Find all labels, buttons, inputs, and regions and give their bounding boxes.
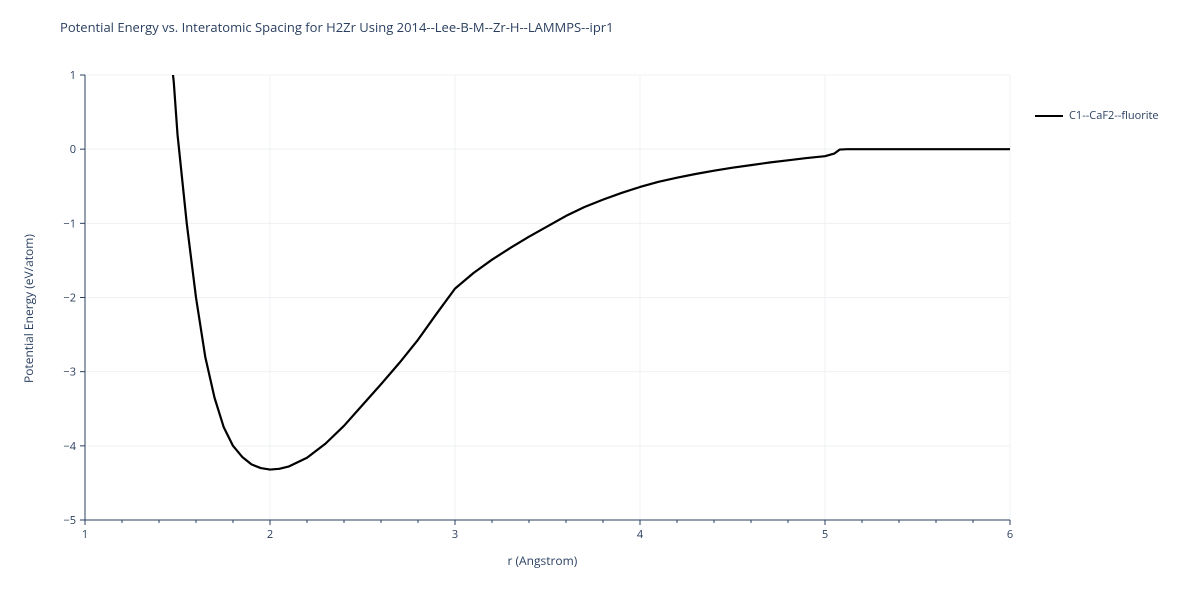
svg-text:−5: −5 (63, 513, 76, 528)
svg-text:−2: −2 (63, 291, 76, 306)
legend-entry: C1--CaF2--fluorite (1035, 108, 1159, 123)
svg-text:5: 5 (822, 527, 828, 542)
svg-text:3: 3 (452, 527, 458, 542)
legend-label: C1--CaF2--fluorite (1069, 108, 1159, 123)
plot-svg: 1 2 3 4 5 6 −5 −4 −3 −2 −1 0 1 (0, 0, 1200, 600)
chart-title: Potential Energy vs. Interatomic Spacing… (60, 18, 614, 36)
y-axis-label: Potential Energy (eV/atom) (20, 234, 37, 383)
x-axis-label: r (Angstrom) (508, 552, 578, 569)
svg-text:−4: −4 (63, 439, 76, 454)
svg-text:2: 2 (267, 527, 273, 542)
svg-text:0: 0 (70, 142, 76, 157)
svg-text:4: 4 (637, 527, 644, 542)
svg-text:1: 1 (82, 527, 88, 542)
chart-container: { "chart": { "type": "line", "title": "P… (0, 0, 1200, 600)
svg-text:6: 6 (1007, 527, 1013, 542)
legend-line-icon (1035, 115, 1063, 117)
svg-text:−3: −3 (63, 365, 76, 380)
svg-text:1: 1 (70, 68, 76, 83)
svg-text:−1: −1 (63, 216, 76, 231)
